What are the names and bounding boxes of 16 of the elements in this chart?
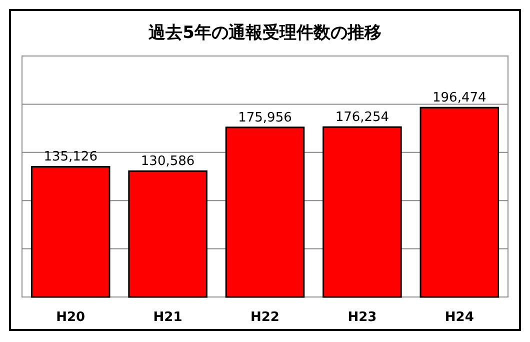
- bar: [225, 126, 305, 298]
- bar: [30, 166, 110, 298]
- bar: [322, 126, 402, 298]
- x-tick-label: H23: [348, 310, 377, 325]
- bar: [420, 106, 500, 298]
- data-label: 175,956: [238, 110, 292, 126]
- x-tick-label: H21: [153, 310, 182, 325]
- data-label: 176,254: [335, 110, 390, 126]
- bar: [128, 170, 208, 298]
- x-tick-label: H20: [56, 310, 86, 325]
- x-tick-label: H22: [250, 310, 280, 325]
- data-label: 196,474: [432, 90, 486, 106]
- x-tick-label: H24: [444, 310, 474, 325]
- chart-title: 過去5年の通報受理件数の推移: [148, 23, 382, 43]
- data-label: 135,126: [44, 150, 98, 165]
- data-label: 130,586: [140, 154, 195, 170]
